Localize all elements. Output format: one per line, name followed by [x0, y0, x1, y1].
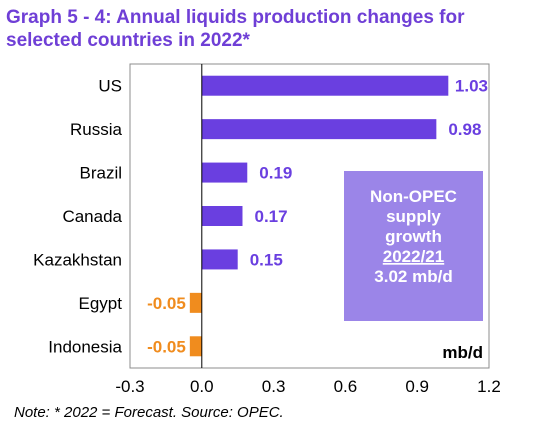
annotation-line: 3.02 mb/d — [374, 267, 452, 286]
data-label-brazil: 0.19 — [259, 164, 292, 183]
category-label-indonesia: Indonesia — [48, 337, 122, 356]
annotation-line: supply — [386, 207, 441, 226]
annotation-line: Non-OPEC — [370, 187, 457, 206]
plot-area-frame — [129, 63, 490, 369]
bar-kazakhstan — [201, 249, 238, 270]
bar-indonesia — [189, 336, 202, 357]
data-label-us: 1.03 — [455, 77, 488, 96]
source-note: Note: * 2022 = Forecast. Source: OPEC. — [14, 404, 284, 421]
x-axis-tick-labels: -0.3 0.0 0.3 0.6 0.9 1.2 — [115, 377, 500, 396]
data-label-kazakhstan: 0.15 — [250, 250, 283, 269]
annotation-line: growth — [385, 227, 442, 246]
bar-brazil — [201, 162, 248, 183]
category-label-kazakhstan: Kazakhstan — [33, 250, 122, 269]
annotation-line: 2022/21 — [383, 247, 444, 266]
data-label-egypt: -0.05 — [147, 294, 186, 313]
chart-title: Graph 5 - 4: Annual liquids production c… — [6, 7, 465, 51]
x-tick-label: 0.6 — [334, 377, 358, 396]
data-label-russia: 0.98 — [448, 120, 481, 139]
data-label-canada: 0.17 — [254, 207, 287, 226]
bar-us — [201, 75, 449, 96]
category-label-russia: Russia — [70, 120, 123, 139]
x-tick-label: 1.2 — [477, 377, 501, 396]
bar-russia — [201, 119, 437, 140]
data-labels: 1.03 0.98 0.19 0.17 0.15 -0.05 -0.05 — [147, 77, 488, 357]
bar-egypt — [189, 292, 202, 313]
x-tick-label: -0.3 — [115, 377, 144, 396]
annotation-box-background — [344, 171, 483, 321]
unit-label: mb/d — [442, 343, 483, 362]
category-label-egypt: Egypt — [79, 294, 123, 313]
x-tick-label: 0.3 — [262, 377, 286, 396]
x-tick-label: 0.9 — [405, 377, 429, 396]
category-label-canada: Canada — [62, 207, 122, 226]
category-label-us: US — [98, 77, 122, 96]
x-tick-label: 0.0 — [190, 377, 214, 396]
bar-canada — [201, 206, 243, 226]
bars-group — [189, 75, 449, 357]
data-label-indonesia: -0.05 — [147, 337, 186, 356]
category-labels: US Russia Brazil Canada Kazakhstan Egypt Indon… — [33, 77, 122, 357]
category-label-brazil: Brazil — [79, 164, 122, 183]
